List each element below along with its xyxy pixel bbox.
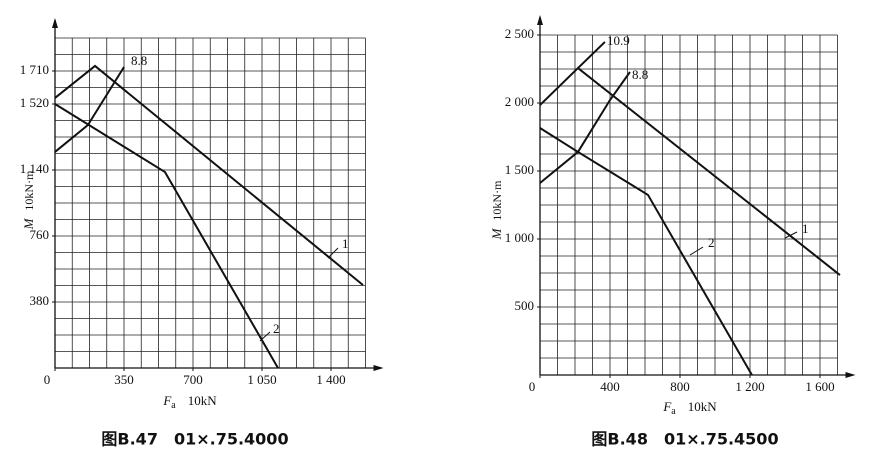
label-leader [327,247,339,259]
y-tick-label: 1 140 [20,161,49,176]
y-tick-label: 2 500 [505,26,534,41]
y-tick-label: 1 710 [20,62,49,77]
series-line [54,64,364,286]
x-tick-label: 0 [44,372,51,387]
series-line [54,66,125,153]
x-label-sub: a [671,406,676,417]
series-line [539,66,841,276]
x-label-unit: 10kN [688,399,718,414]
y-tick-label: 1 500 [505,162,534,177]
series-label: 1 [342,236,349,251]
y-arrow [537,15,543,25]
x-tick-label: 1 200 [735,379,764,394]
y-tick-label: 1 000 [505,230,534,245]
x-tick-label: 0 [529,379,536,394]
x-tick-label: 1 600 [805,379,834,394]
series-line [54,103,279,369]
y-tick-label: 1 520 [20,95,49,110]
x-tick-label: 800 [670,379,690,394]
caption: 图B.47 01×.75.4000 [101,430,288,449]
x-arrow [373,365,384,371]
series-label: 10.9 [607,33,630,48]
series-line [539,71,631,184]
y-axis-label: M 10kN·m [489,180,504,241]
label-leader [784,231,798,239]
series-line [539,127,753,376]
series-line [577,41,606,69]
series-label: 8.8 [632,67,648,82]
x-tick-label: 1 400 [316,372,345,387]
x-tick-label: 700 [183,372,203,387]
y-axis-label: M 10kN·m [21,170,36,231]
y-arrow [52,18,58,28]
x-label-symbol: F [162,393,172,408]
chart: 0 400 800 1 200 1 600 500 1 000 1 500 2 000 2 500… [489,15,856,449]
label-leader [689,246,704,256]
label-leader [259,331,271,342]
x-tick-label: 400 [600,379,620,394]
x-tick-label: 1 050 [247,372,276,387]
y-tick-label: 2 000 [505,94,534,109]
x-axis-label: Fa 10kN [162,393,217,411]
series-label: 8.8 [131,53,147,68]
y-label-symbol: M [21,217,36,230]
series-label: 1 [802,221,809,236]
caption: 图B.48 01×.75.4500 [591,430,778,449]
y-label-unit: 10kN·m [22,170,36,211]
series-label: 2 [273,321,280,336]
y-tick-label: 760 [30,227,50,242]
y-label-symbol: M [489,227,504,240]
series-label: 2 [708,235,715,250]
y-label-unit: 10kN·m [490,180,504,221]
y-tick-label: 380 [30,293,50,308]
x-axis-label: Fa 10kN [662,399,717,417]
x-label-symbol: F [662,399,672,414]
y-tick-label: 500 [515,298,535,313]
x-tick-label: 350 [114,372,134,387]
chart: 0 350 700 1 050 1 400 380 760 1 140 1 520 1 710 1 2… [20,18,384,449]
x-label-sub: a [171,400,176,411]
x-arrow [845,372,856,378]
x-label-unit: 10kN [188,393,218,408]
